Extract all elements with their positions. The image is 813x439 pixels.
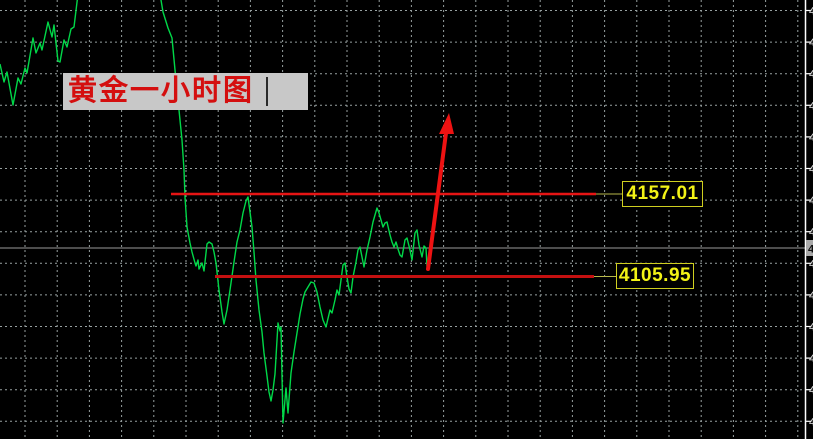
price-level-tag-lower[interactable]: 4105.95 (616, 263, 694, 289)
svg-text:4: 4 (809, 416, 813, 428)
svg-text:4: 4 (809, 100, 813, 112)
price-axis: 4 4 4 4 4 4 4 4 4 4 4 4 4 4 4 (804, 0, 813, 439)
price-level-value: 4105.95 (618, 265, 692, 286)
up-arrow[interactable] (426, 113, 454, 271)
svg-text:4: 4 (809, 290, 813, 302)
svg-text:4: 4 (809, 37, 813, 49)
svg-text:4: 4 (809, 385, 813, 397)
price-series-line (0, 0, 429, 424)
svg-text:4: 4 (808, 244, 813, 256)
svg-text:4: 4 (809, 195, 813, 207)
text-edit-cursor (266, 77, 268, 106)
svg-text:4: 4 (809, 69, 813, 81)
price-level-value: 4157.01 (626, 183, 699, 204)
chart-text-label[interactable]: 黄金一小时图 (63, 73, 308, 110)
svg-text:4: 4 (809, 322, 813, 334)
svg-text:4: 4 (809, 258, 813, 270)
svg-text:4: 4 (809, 164, 813, 176)
chart-text-label-text: 黄金一小时图 (68, 75, 255, 107)
svg-text:4: 4 (809, 6, 813, 18)
horizontal-level-lines[interactable] (171, 192, 622, 278)
svg-text:4: 4 (809, 227, 813, 239)
svg-text:4: 4 (809, 132, 813, 144)
svg-text:4: 4 (809, 353, 813, 365)
price-level-tag-upper[interactable]: 4157.01 (622, 181, 703, 207)
